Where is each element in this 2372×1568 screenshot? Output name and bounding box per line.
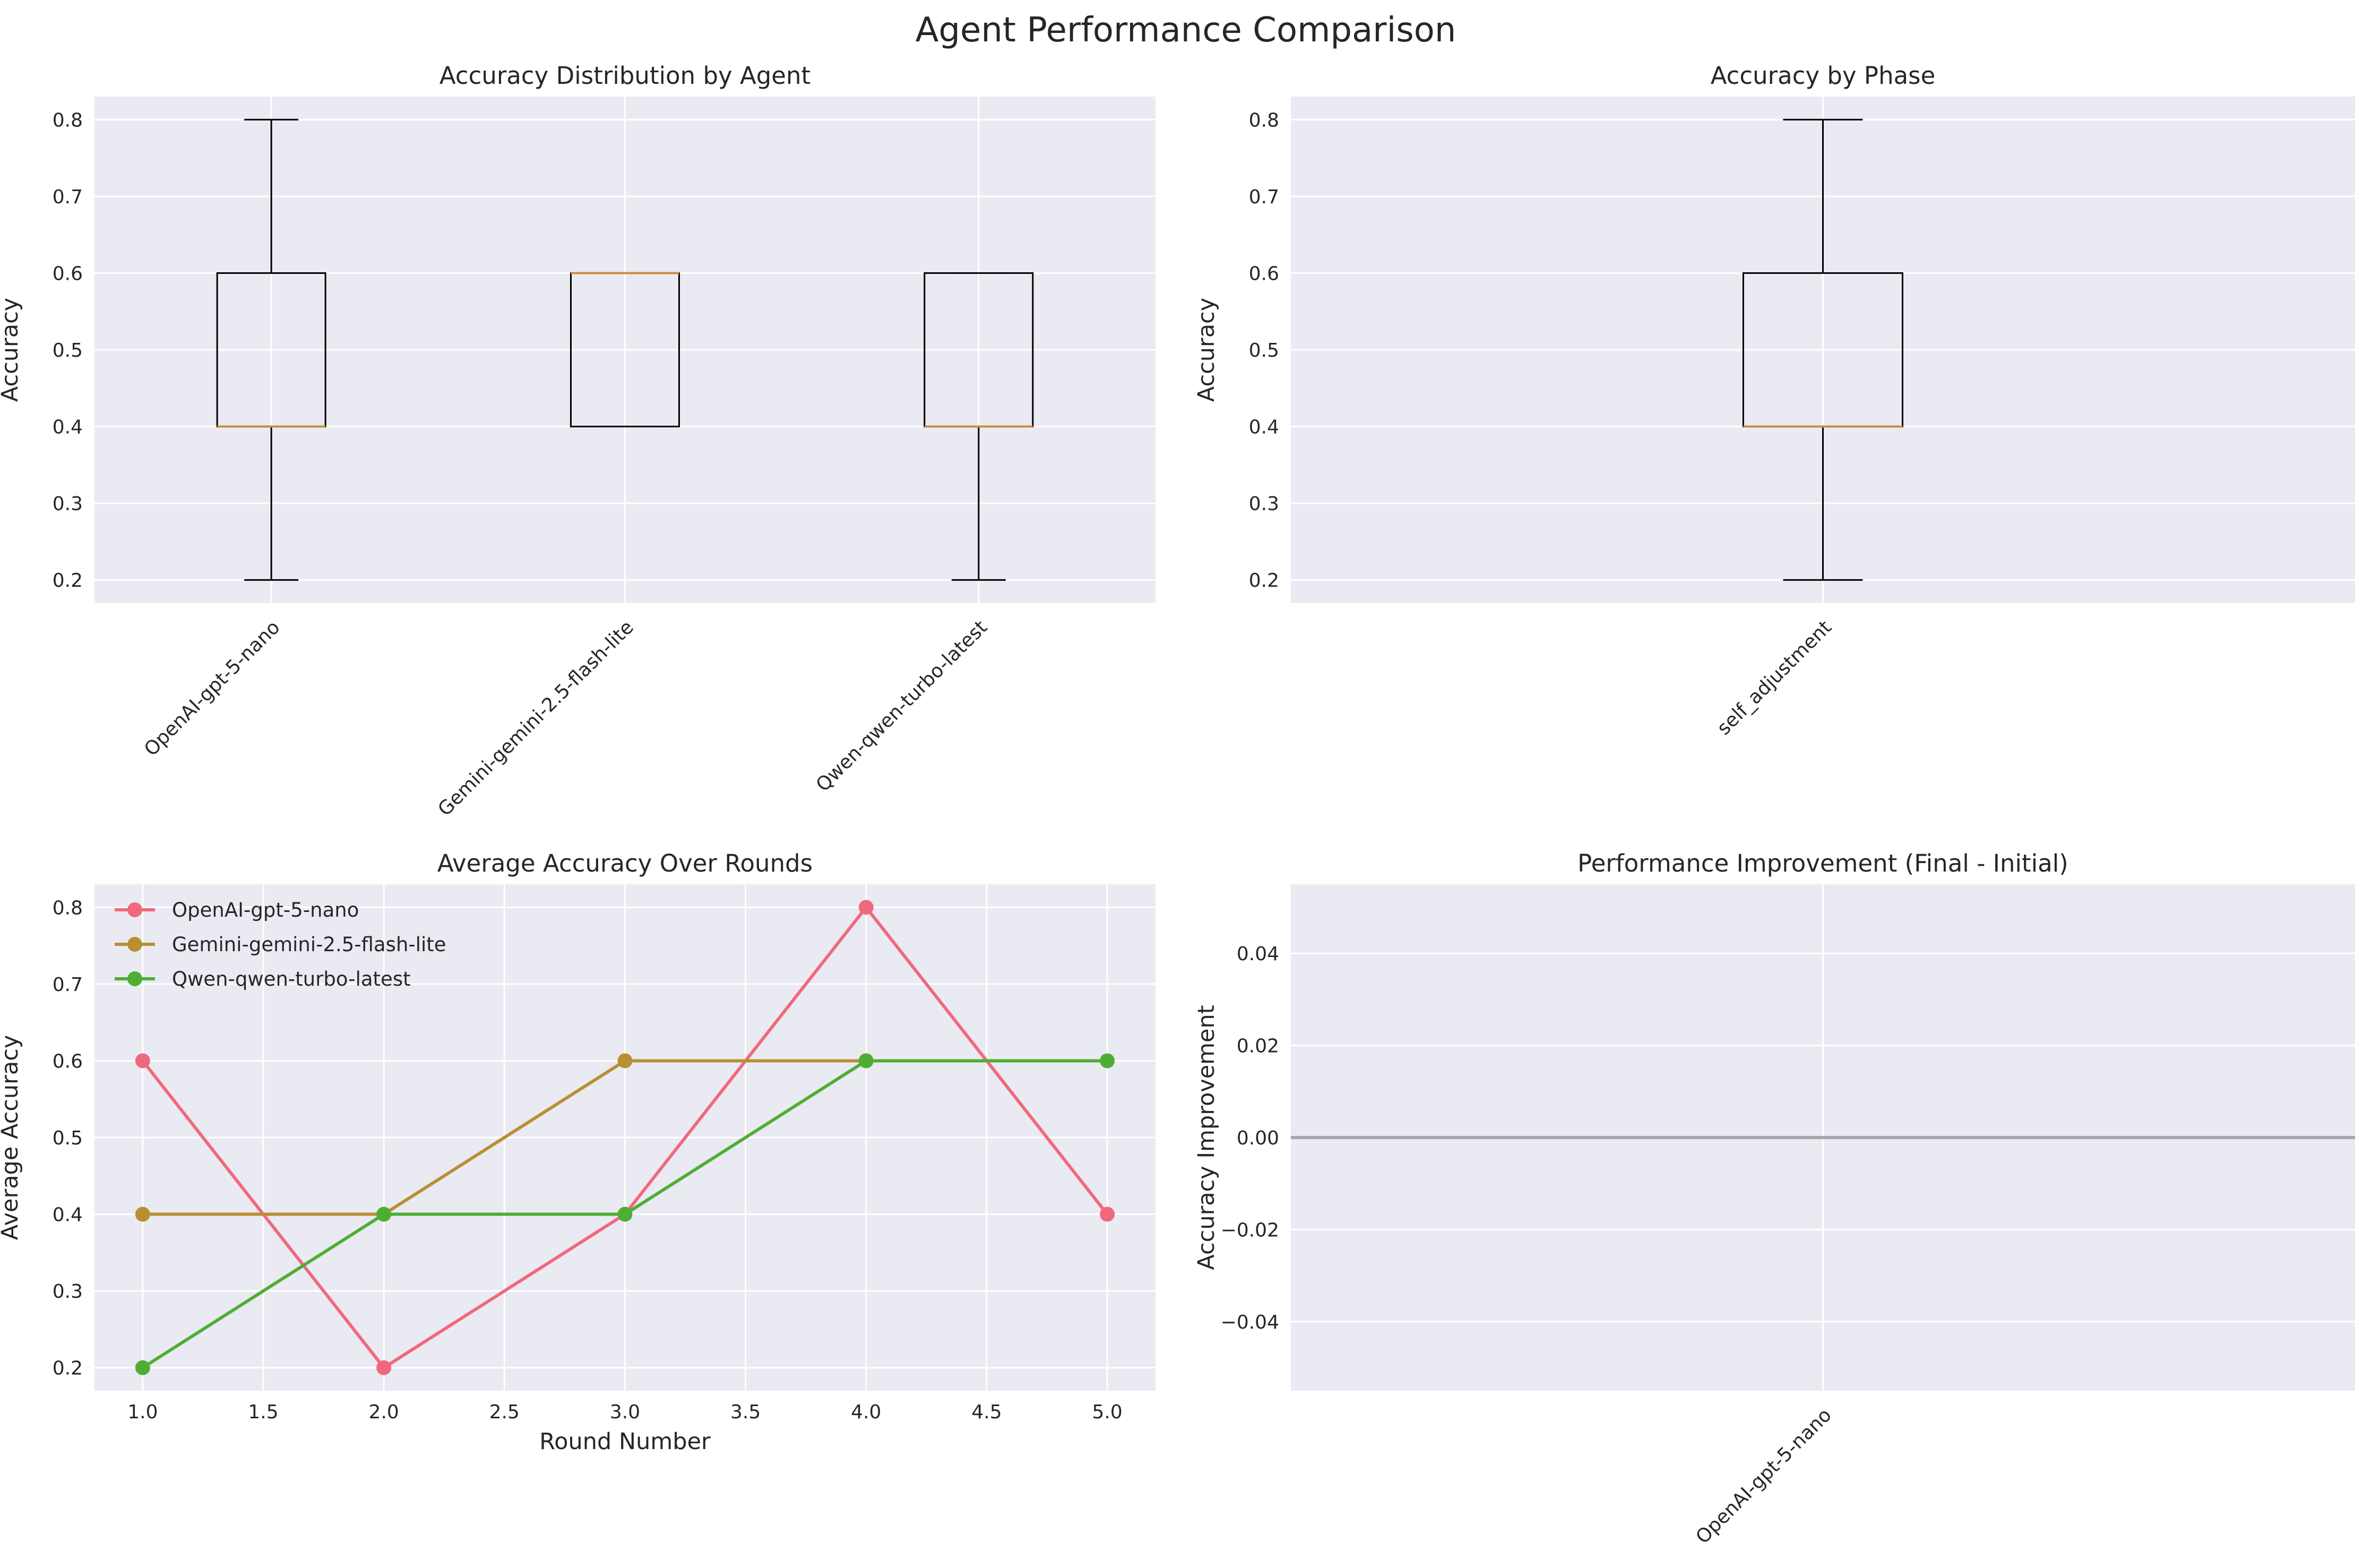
y-tick-label: 0.2 bbox=[1249, 570, 1279, 592]
chart-title: Performance Improvement (Final - Initial… bbox=[1577, 849, 2068, 877]
x-tick-label: 3.0 bbox=[610, 1401, 640, 1423]
data-point bbox=[135, 1360, 150, 1375]
data-point bbox=[1100, 1053, 1115, 1069]
y-tick-label: 0.6 bbox=[1249, 263, 1279, 285]
legend-label: Qwen-qwen-turbo-latest bbox=[172, 968, 411, 990]
x-tick-label: Gemini-gemini-2.5-flash-lite bbox=[434, 616, 637, 820]
x-tick-label: self_adjustment bbox=[1713, 616, 1835, 739]
y-tick-label: 0.6 bbox=[53, 263, 83, 285]
y-tick-label: 0.8 bbox=[1249, 109, 1279, 131]
y-tick-label: 0.3 bbox=[53, 493, 83, 515]
y-tick-label: 0.8 bbox=[53, 109, 83, 131]
y-tick-label: 0.5 bbox=[53, 1127, 83, 1149]
y-tick-label: 0.2 bbox=[53, 570, 83, 592]
y-axis-label: Accuracy bbox=[0, 298, 23, 402]
y-tick-label: 0.7 bbox=[53, 974, 83, 996]
series-line bbox=[142, 1059, 866, 1216]
y-tick-label: 0.4 bbox=[53, 1204, 83, 1226]
y-tick-label: 0.6 bbox=[53, 1050, 83, 1072]
x-tick-label: 3.5 bbox=[730, 1401, 761, 1423]
x-tick-label: OpenAI-gpt-5-nano bbox=[1692, 1404, 1835, 1548]
chart-title: Average Accuracy Over Rounds bbox=[437, 849, 813, 877]
data-point bbox=[858, 1053, 874, 1069]
data-point bbox=[376, 1360, 392, 1375]
y-tick-label: 0.3 bbox=[1249, 493, 1279, 515]
x-tick-label: OpenAI-gpt-5-nano bbox=[140, 616, 284, 760]
x-tick-label: 1.0 bbox=[127, 1401, 158, 1423]
y-tick-label: 0.00 bbox=[1237, 1127, 1279, 1149]
y-tick-label: 0.7 bbox=[1249, 186, 1279, 208]
y-tick-label: 0.7 bbox=[53, 186, 83, 208]
y-tick-label: 0.02 bbox=[1237, 1036, 1279, 1057]
x-tick-label: Qwen-qwen-turbo-latest bbox=[812, 616, 991, 796]
series-2 bbox=[135, 1053, 1115, 1375]
x-axis-label: Round Number bbox=[539, 1428, 711, 1455]
chart-accuracy-by-phase: Accuracy by Phase Accuracy 0.2 0.3 0.4 0.5 0.6… bbox=[1193, 62, 2355, 739]
y-axis-label: Accuracy bbox=[1193, 298, 1220, 402]
legend-label: OpenAI-gpt-5-nano bbox=[172, 899, 359, 921]
y-tick-label: −0.04 bbox=[1221, 1312, 1279, 1333]
x-tick-label: 5.0 bbox=[1092, 1401, 1123, 1423]
y-tick-label: 0.8 bbox=[53, 897, 83, 919]
chart-accuracy-by-agent: Accuracy Distribution by Agent Accuracy 0.… bbox=[0, 62, 1155, 821]
y-tick-label: 0.2 bbox=[53, 1358, 83, 1380]
legend-swatch-marker bbox=[127, 902, 142, 917]
data-point bbox=[617, 1053, 633, 1069]
y-axis-label: Accuracy Improvement bbox=[1193, 1005, 1220, 1270]
data-point bbox=[1100, 1207, 1115, 1222]
data-point bbox=[858, 900, 874, 915]
y-tick-label: 0.04 bbox=[1237, 943, 1279, 965]
data-point bbox=[135, 1053, 150, 1069]
legend: OpenAI-gpt-5-nano Gemini-gemini-2.5-flash… bbox=[115, 899, 446, 990]
legend-swatch-marker bbox=[127, 937, 142, 952]
box-0 bbox=[216, 118, 326, 581]
x-tick-label: 4.0 bbox=[851, 1401, 881, 1423]
x-tick-label: 2.5 bbox=[489, 1401, 520, 1423]
legend-label: Gemini-gemini-2.5-flash-lite bbox=[172, 933, 446, 956]
chart-title: Accuracy by Phase bbox=[1711, 62, 1936, 90]
y-tick-label: 0.4 bbox=[1249, 417, 1279, 438]
box-0 bbox=[1743, 118, 1903, 581]
x-tick-label: 2.0 bbox=[369, 1401, 399, 1423]
legend-swatch-marker bbox=[127, 971, 142, 986]
box-2 bbox=[924, 272, 1034, 581]
y-axis-label: Average Accuracy bbox=[0, 1035, 23, 1240]
box-1 bbox=[570, 272, 680, 428]
data-point bbox=[135, 1207, 150, 1222]
y-tick-label: 0.3 bbox=[53, 1281, 83, 1303]
y-tick-label: 0.5 bbox=[53, 340, 83, 361]
figure-title: Agent Performance Comparison bbox=[916, 11, 1456, 50]
x-tick-label: 1.5 bbox=[248, 1401, 278, 1423]
chart-accuracy-over-rounds: Average Accuracy Over Rounds Average Accu… bbox=[0, 849, 1155, 1455]
y-tick-label: 0.5 bbox=[1249, 340, 1279, 361]
data-point bbox=[376, 1207, 392, 1222]
data-point bbox=[617, 1207, 633, 1222]
x-tick-label: 4.5 bbox=[971, 1401, 1002, 1423]
chart-title: Accuracy Distribution by Agent bbox=[439, 62, 810, 90]
chart-performance-improvement: Performance Improvement (Final - Initial… bbox=[1193, 849, 2355, 1548]
y-tick-label: −0.02 bbox=[1221, 1219, 1279, 1241]
y-tick-label: 0.4 bbox=[53, 417, 83, 438]
